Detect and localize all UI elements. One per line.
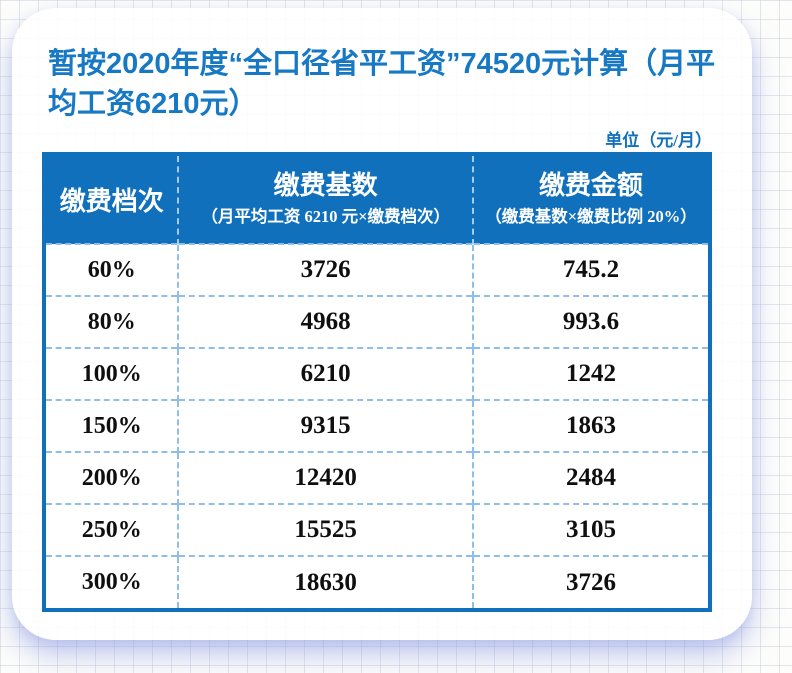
col-header-amount: 缴费金额 （缴费基数×缴费比例 20%） (471, 156, 708, 244)
cell-base: 9315 (177, 399, 473, 452)
cell-tier: 60% (46, 243, 179, 296)
cell-base: 15525 (177, 503, 473, 556)
cell-tier: 150% (46, 399, 179, 452)
cell-amount: 3726 (471, 555, 708, 608)
cell-base: 4968 (177, 295, 473, 348)
table-row: 60% 3726 745.2 (46, 243, 708, 296)
cell-tier: 200% (46, 451, 179, 504)
col-header-tier-title: 缴费档次 (59, 187, 164, 216)
table-row: 100% 6210 1242 (46, 347, 708, 400)
table-row: 300% 18630 3726 (46, 555, 708, 608)
col-header-amount-title: 缴费金额 (538, 170, 643, 200)
header-row: 缴费档次 缴费基数 （月平均工资 6210 元×缴费档次） 缴费金额 （缴费基数… (46, 156, 708, 244)
table-body: 60% 3726 745.2 80% 4968 993.6 100% 6210 … (46, 243, 708, 608)
info-card: 暂按2020年度“全口径省平工资”74520元计算（月平 均工资6210元） 单… (12, 8, 752, 640)
cell-base: 18630 (177, 555, 473, 608)
table-row: 150% 9315 1863 (46, 399, 708, 452)
col-header-base-title: 缴费基数 (273, 170, 378, 200)
cell-tier: 250% (46, 503, 179, 556)
col-header-base: 缴费基数 （月平均工资 6210 元×缴费档次） (177, 156, 473, 244)
table-row: 250% 15525 3105 (46, 503, 708, 556)
page-title: 暂按2020年度“全口径省平工资”74520元计算（月平 均工资6210元） (48, 48, 716, 121)
cell-amount: 1242 (471, 347, 708, 400)
col-header-base-subtitle: （月平均工资 6210 元×缴费档次） (201, 206, 450, 226)
cell-tier: 80% (46, 295, 179, 348)
cell-amount: 1863 (471, 399, 708, 452)
cell-amount: 993.6 (471, 295, 708, 348)
cell-tier: 300% (46, 555, 179, 608)
contribution-table: 缴费档次 缴费基数 （月平均工资 6210 元×缴费档次） 缴费金额 （缴费基数… (42, 152, 712, 612)
contribution-table-grid: 缴费档次 缴费基数 （月平均工资 6210 元×缴费档次） 缴费金额 （缴费基数… (46, 156, 708, 608)
cell-amount: 3105 (471, 503, 708, 556)
cell-base: 6210 (177, 347, 473, 400)
table-header: 缴费档次 缴费基数 （月平均工资 6210 元×缴费档次） 缴费金额 （缴费基数… (46, 156, 708, 244)
col-header-amount-subtitle: （缴费基数×缴费比例 20%） (485, 206, 697, 226)
col-header-tier: 缴费档次 (46, 156, 179, 244)
cell-base: 12420 (177, 451, 473, 504)
table-row: 200% 12420 2484 (46, 451, 708, 504)
cell-tier: 100% (46, 347, 179, 400)
cell-base: 3726 (177, 243, 473, 296)
unit-label: 单位（元/月） (605, 131, 712, 150)
table-row: 80% 4968 993.6 (46, 295, 708, 348)
cell-amount: 745.2 (471, 243, 708, 296)
cell-amount: 2484 (471, 451, 708, 504)
